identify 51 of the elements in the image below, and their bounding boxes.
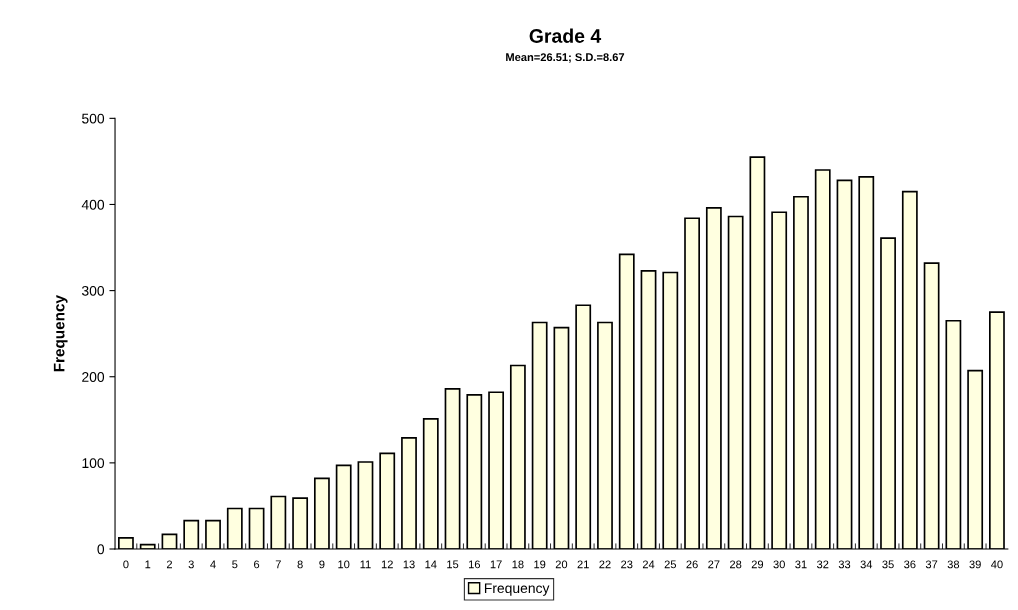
- x-tick-label: 40: [991, 560, 1003, 569]
- y-tick-label: 200: [82, 372, 105, 382]
- x-tick-label: 14: [425, 560, 437, 569]
- x-tick-label: 0: [123, 560, 129, 569]
- x-tick-label: 4: [210, 560, 216, 569]
- x-tick-label: 2: [166, 560, 172, 569]
- y-tick-label: 300: [81, 285, 105, 296]
- x-tick-label: 39: [969, 560, 981, 569]
- y-tick-label: 0: [97, 544, 105, 555]
- x-tick-label: 34: [860, 560, 873, 569]
- x-tick-label: 10: [338, 560, 350, 569]
- x-tick-label: 18: [512, 560, 524, 569]
- x-tick-label: 6: [254, 560, 260, 569]
- x-tick-label: 26: [686, 560, 698, 569]
- x-tick-label: 22: [599, 560, 611, 569]
- x-tick-label: 38: [947, 560, 960, 569]
- y-tick-label: 500: [82, 113, 105, 124]
- x-tick-label: 36: [904, 560, 916, 569]
- y-tick-label: 400: [81, 199, 105, 210]
- x-tick-label: 17: [490, 560, 502, 569]
- x-tick-label: 13: [403, 560, 415, 569]
- x-tick-label: 35: [882, 560, 894, 569]
- x-tick-label: 11: [360, 560, 371, 569]
- x-tick-label: 7: [275, 560, 281, 569]
- x-tick-label: 31: [795, 560, 807, 569]
- x-tick-label: 23: [621, 560, 633, 569]
- x-tick-label: 25: [664, 560, 677, 569]
- x-tick-label: 15: [447, 560, 459, 569]
- x-tick-label: 20: [555, 560, 568, 569]
- x-tick-label: 21: [577, 560, 589, 569]
- x-tick-label: 27: [708, 560, 720, 569]
- x-tick-label: 30: [773, 560, 785, 569]
- x-tick-label: 8: [297, 560, 303, 569]
- x-tick-label: 12: [381, 560, 393, 569]
- x-tick-label: 37: [925, 560, 938, 569]
- x-tick-label: 28: [730, 560, 742, 569]
- x-tick-label: 1: [145, 560, 151, 569]
- x-tick-label: 5: [232, 560, 238, 569]
- y-axis-title: Frequency: [53, 295, 68, 372]
- chart-title: Grade 4: [529, 28, 602, 43]
- chart-subtitle: Mean=26.51; S.D.=8.67: [506, 53, 625, 63]
- legend-label: Frequency: [484, 583, 550, 596]
- x-tick-label: 16: [468, 560, 481, 569]
- x-tick-label: 9: [319, 560, 325, 569]
- x-tick-label: 33: [838, 560, 851, 569]
- y-tick-label: 100: [82, 458, 105, 469]
- x-tick-label: 19: [534, 560, 546, 569]
- x-tick-label: 32: [816, 560, 829, 569]
- x-tick-label: 3: [188, 560, 194, 569]
- x-tick-label: 29: [751, 560, 764, 569]
- x-tick-label: 24: [642, 560, 655, 569]
